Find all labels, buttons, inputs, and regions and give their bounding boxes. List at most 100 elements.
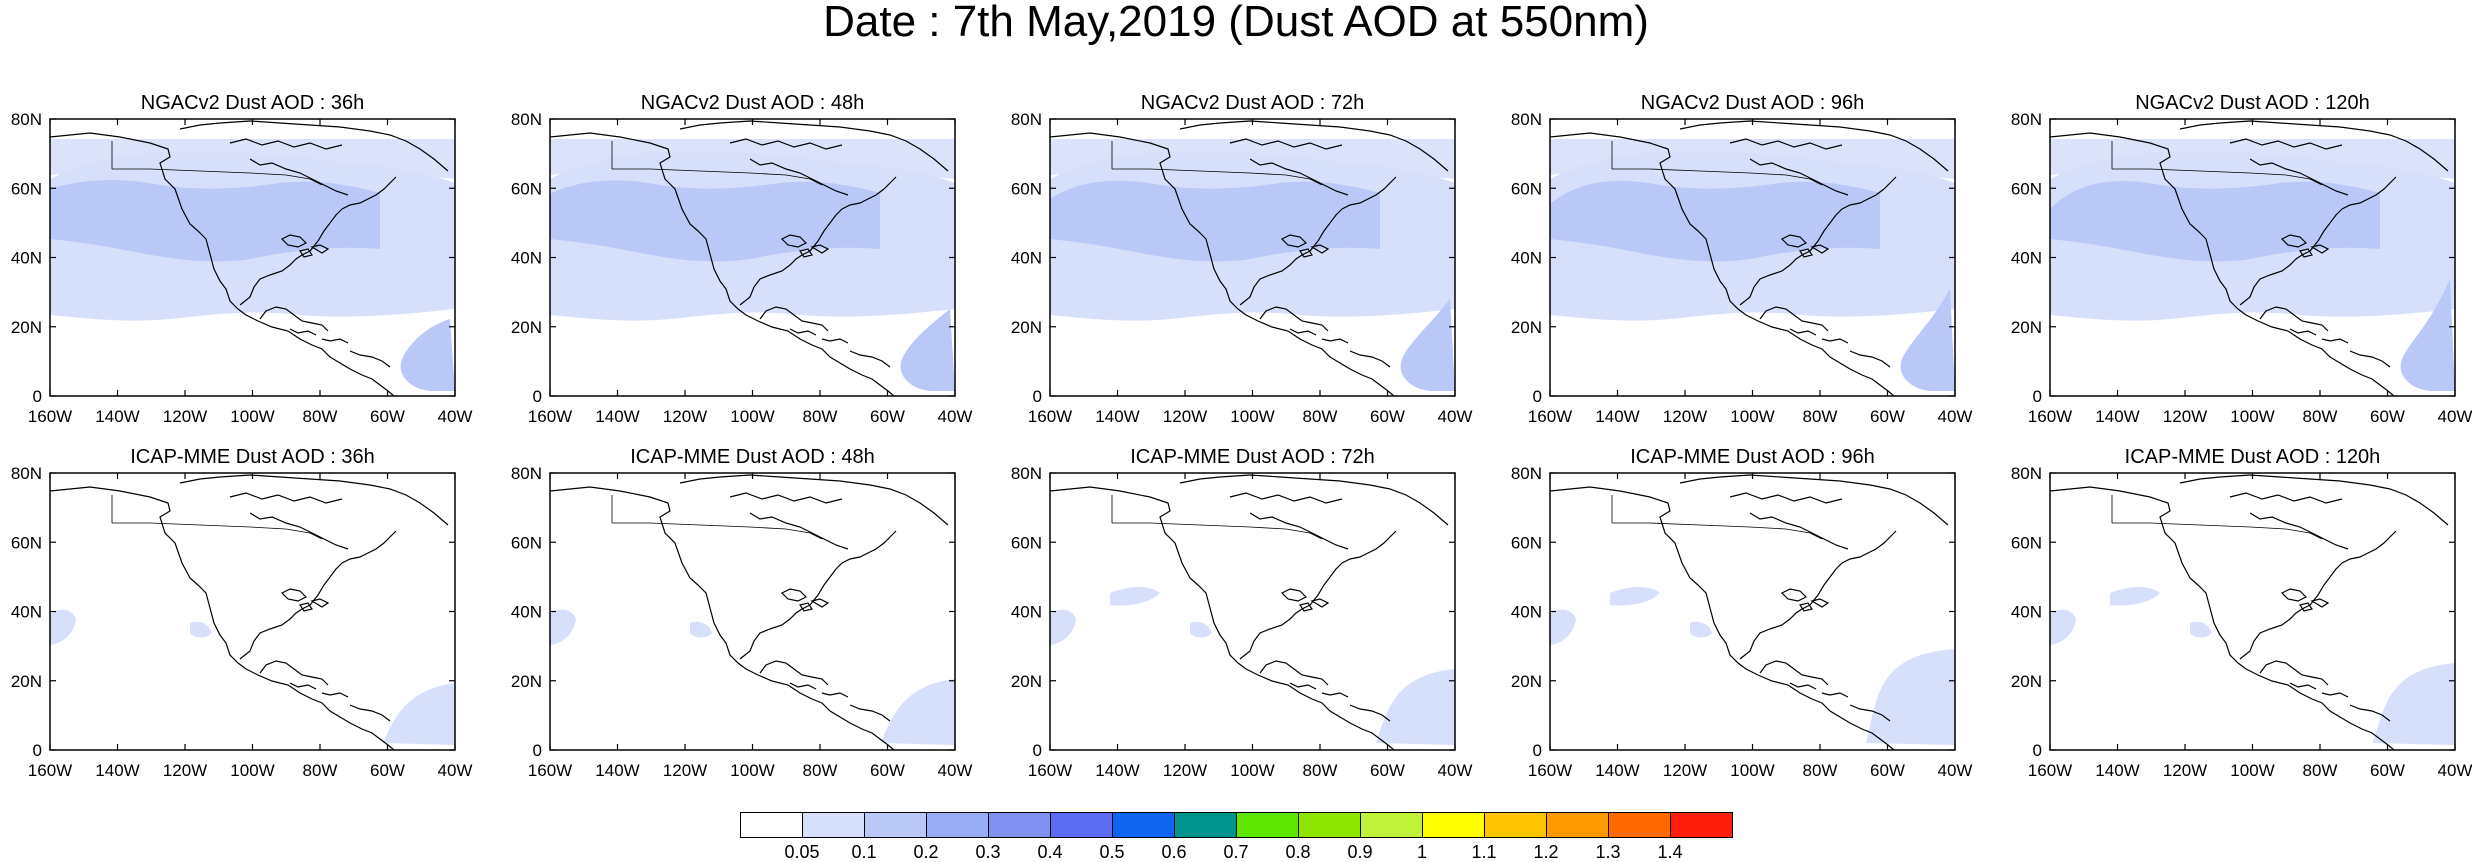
dust-aod-field: [2050, 139, 2455, 391]
lon-tick-label: 120W: [1663, 761, 1707, 780]
lat-tick-label: 0: [1533, 741, 1542, 760]
lat-tick-label: 60N: [1011, 533, 1042, 552]
lon-tick-label: 160W: [1028, 761, 1072, 780]
colorbar-box: [1546, 812, 1609, 838]
lon-tick-label: 160W: [28, 761, 72, 780]
lon-tick-label: 100W: [730, 407, 774, 426]
lat-tick-label: 20N: [1011, 672, 1042, 691]
lon-tick-label: 140W: [1595, 407, 1639, 426]
lon-tick-label: 140W: [95, 407, 139, 426]
dust-aod-field: [50, 609, 455, 745]
lat-tick-label: 0: [1533, 387, 1542, 406]
lat-tick-label: 80N: [511, 110, 542, 129]
lat-tick-label: 20N: [1011, 318, 1042, 337]
panel-title: NGACv2 Dust AOD : 48h: [641, 92, 864, 114]
lon-tick-label: 120W: [163, 761, 207, 780]
lat-tick-label: 40N: [1011, 249, 1042, 268]
lon-tick-label: 120W: [663, 407, 707, 426]
lon-tick-label: 100W: [730, 761, 774, 780]
lon-tick-label: 100W: [2230, 407, 2274, 426]
lon-tick-label: 120W: [663, 761, 707, 780]
lon-tick-label: 160W: [1528, 761, 1572, 780]
lon-tick-label: 100W: [1230, 407, 1274, 426]
coastlines: [550, 120, 949, 396]
lon-tick-label: 80W: [2303, 761, 2338, 780]
panel-title: ICAP-MME Dust AOD : 48h: [630, 446, 875, 468]
colorbar-box: [1360, 812, 1423, 838]
lat-tick-label: 40N: [2011, 603, 2042, 622]
lon-tick-label: 80W: [803, 761, 838, 780]
colorbar-label: 0.9: [1347, 842, 1373, 862]
colorbar-label: 1.3: [1595, 842, 1621, 862]
lon-tick-label: 120W: [1163, 407, 1207, 426]
lat-tick-label: 0: [533, 387, 542, 406]
lon-tick-label: 80W: [1803, 407, 1838, 426]
lon-tick-label: 100W: [1730, 761, 1774, 780]
dust-aod-field: [550, 139, 955, 391]
lat-tick-label: 20N: [1511, 318, 1542, 337]
lat-tick-label: 20N: [11, 672, 42, 691]
lon-tick-label: 160W: [2028, 407, 2072, 426]
panel-title: NGACv2 Dust AOD : 96h: [1641, 92, 1864, 114]
colorbar-box: [740, 812, 803, 838]
lon-tick-label: 140W: [1095, 407, 1139, 426]
panel-title: ICAP-MME Dust AOD : 72h: [1130, 446, 1375, 468]
lat-tick-label: 80N: [1511, 464, 1542, 483]
lat-tick-label: 0: [533, 741, 542, 760]
dust-aod-field: [1550, 139, 1955, 391]
lon-tick-label: 140W: [595, 761, 639, 780]
colorbar-label: 1.4: [1657, 842, 1683, 862]
coastlines: [1550, 474, 1949, 750]
lat-tick-label: 40N: [511, 603, 542, 622]
lon-tick-label: 100W: [1730, 407, 1774, 426]
lat-tick-label: 0: [33, 387, 42, 406]
coastlines: [1550, 120, 1949, 396]
dust-aod-field: [550, 609, 955, 745]
lon-tick-label: 160W: [1528, 407, 1572, 426]
colorbar-box: [802, 812, 865, 838]
lon-tick-label: 100W: [1230, 761, 1274, 780]
colorbar-box: [1112, 812, 1175, 838]
lon-tick-label: 160W: [528, 407, 572, 426]
panel-title: NGACv2 Dust AOD : 72h: [1141, 92, 1364, 114]
lon-tick-label: 100W: [230, 761, 274, 780]
lon-tick-label: 120W: [2163, 761, 2207, 780]
lat-tick-label: 40N: [1511, 603, 1542, 622]
colorbar-box: [926, 812, 989, 838]
lon-tick-label: 40W: [2438, 761, 2472, 780]
lon-tick-label: 160W: [2028, 761, 2072, 780]
lon-tick-label: 120W: [1163, 761, 1207, 780]
lat-tick-label: 20N: [511, 318, 542, 337]
lat-tick-label: 40N: [11, 249, 42, 268]
lat-tick-label: 80N: [11, 110, 42, 129]
lon-tick-label: 80W: [1803, 761, 1838, 780]
lon-tick-label: 100W: [230, 407, 274, 426]
lon-tick-label: 60W: [2370, 761, 2405, 780]
lat-tick-label: 40N: [1511, 249, 1542, 268]
lon-tick-label: 80W: [2303, 407, 2338, 426]
lon-tick-label: 140W: [2095, 407, 2139, 426]
colorbar-label: 0.7: [1223, 842, 1249, 862]
lon-tick-label: 60W: [1370, 407, 1405, 426]
lon-tick-label: 160W: [28, 407, 72, 426]
lat-tick-label: 20N: [11, 318, 42, 337]
lon-tick-label: 80W: [303, 407, 338, 426]
lon-tick-label: 80W: [303, 761, 338, 780]
colorbar-label: 0.3: [975, 842, 1001, 862]
lon-tick-label: 160W: [528, 761, 572, 780]
lat-tick-label: 80N: [11, 464, 42, 483]
lat-tick-label: 80N: [1511, 110, 1542, 129]
lat-tick-label: 60N: [1511, 179, 1542, 198]
dust-aod-field: [50, 139, 455, 391]
lon-tick-label: 40W: [1438, 761, 1473, 780]
dust-aod-field: [1050, 139, 1455, 391]
lat-tick-label: 80N: [1011, 110, 1042, 129]
lat-tick-label: 60N: [11, 533, 42, 552]
lon-tick-label: 100W: [2230, 761, 2274, 780]
lon-tick-label: 40W: [938, 761, 973, 780]
lat-tick-label: 40N: [1011, 603, 1042, 622]
map-panel: ICAP-MME Dust AOD : 36h 80N 60N 40N 20N 0160W…: [11, 446, 473, 780]
